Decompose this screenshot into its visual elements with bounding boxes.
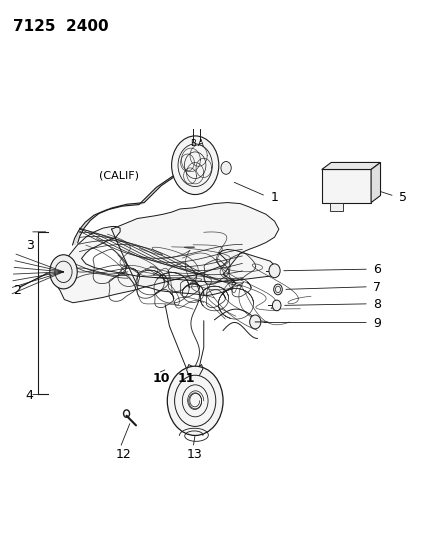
Text: 13: 13	[187, 448, 202, 461]
Text: 6: 6	[373, 263, 381, 276]
Circle shape	[274, 284, 282, 295]
Text: A: A	[198, 139, 204, 148]
Circle shape	[167, 366, 223, 435]
Text: 10: 10	[152, 372, 170, 385]
Polygon shape	[112, 203, 279, 296]
Polygon shape	[322, 169, 371, 203]
Circle shape	[250, 315, 261, 329]
Text: 3: 3	[26, 239, 33, 252]
Text: 5: 5	[399, 191, 407, 204]
Circle shape	[272, 300, 281, 311]
Circle shape	[172, 136, 219, 195]
Polygon shape	[56, 227, 279, 303]
Text: 9: 9	[373, 317, 381, 330]
Circle shape	[269, 264, 280, 278]
Text: 7: 7	[373, 281, 381, 294]
Text: (CALIF): (CALIF)	[99, 171, 139, 181]
Circle shape	[50, 255, 77, 289]
Text: B: B	[190, 139, 196, 148]
Text: 8: 8	[373, 298, 381, 311]
Text: 2: 2	[13, 284, 21, 297]
Polygon shape	[371, 163, 381, 203]
Text: 11: 11	[178, 372, 196, 385]
Polygon shape	[330, 203, 343, 211]
Circle shape	[221, 161, 231, 174]
Text: 1: 1	[270, 191, 278, 204]
Text: 7125  2400: 7125 2400	[13, 19, 109, 34]
Polygon shape	[322, 163, 381, 169]
Text: 12: 12	[116, 448, 132, 461]
Text: 4: 4	[26, 389, 33, 402]
